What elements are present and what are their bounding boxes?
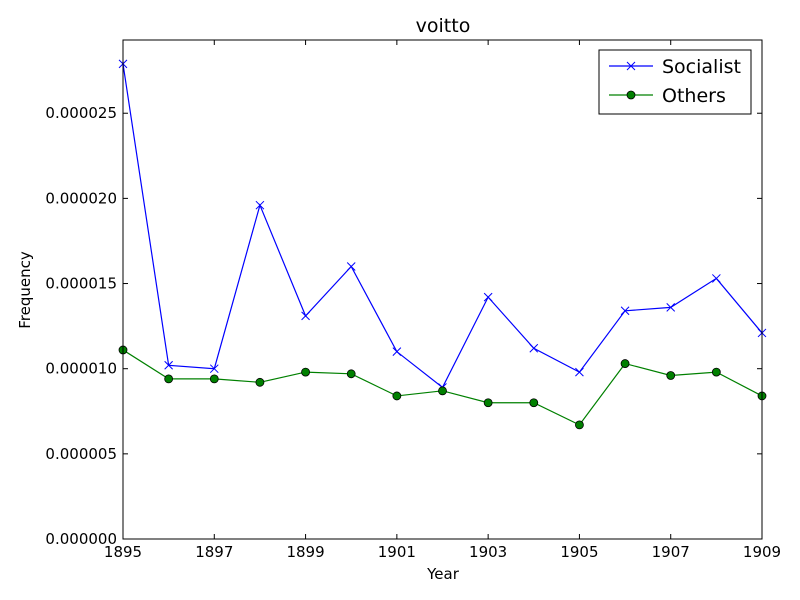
data-point-marker	[209, 374, 219, 384]
y-tick-label: 0.000020	[45, 189, 117, 207]
data-point-marker	[529, 398, 539, 408]
y-tick-label: 0.000015	[45, 275, 117, 293]
data-point-marker	[255, 377, 265, 387]
data-point-marker	[438, 386, 447, 396]
data-point-marker	[392, 347, 402, 357]
data-point-marker	[575, 420, 584, 430]
marker-stroke	[483, 292, 493, 302]
marker-stroke	[392, 347, 402, 357]
marker-stroke	[666, 303, 676, 312]
marker-stroke	[209, 364, 219, 374]
legend-marker	[626, 90, 636, 100]
data-point-marker	[620, 359, 630, 368]
data-point-marker	[255, 200, 265, 210]
y-tick-label: 0.000005	[45, 445, 117, 463]
marker-stroke	[575, 367, 584, 377]
data-point-marker	[483, 398, 493, 408]
plot-frame	[122, 39, 763, 540]
data-point-marker	[529, 343, 539, 353]
x-tick-label: 1901	[378, 543, 416, 561]
data-point-marker	[711, 367, 721, 377]
x-axis-label: Year	[426, 565, 460, 583]
data-point-marker	[666, 371, 676, 380]
data-point-marker	[392, 391, 402, 401]
plot-area: 1895 1897 1899 1901 1903 1905 1907 1909 0.000000…	[45, 39, 781, 561]
data-point-marker	[346, 262, 356, 271]
x-tick-label: 1909	[743, 543, 781, 561]
data-point-marker	[620, 306, 630, 316]
legend: Socialist Others	[598, 49, 752, 115]
data-point-marker	[301, 367, 310, 377]
data-point-marker	[483, 292, 493, 302]
data-point-marker	[301, 311, 310, 321]
data-point-marker	[666, 303, 676, 312]
y-tick-label: 0.000010	[45, 360, 117, 378]
x-tick-label: 1897	[195, 543, 233, 561]
x-tick-label: 1895	[104, 543, 142, 561]
data-point-marker	[346, 369, 356, 379]
marker-stroke	[620, 306, 630, 316]
marker-stroke	[255, 200, 265, 210]
legend-marker	[626, 61, 636, 71]
chart-title: voitto	[416, 15, 471, 37]
y-axis-label: Frequency	[16, 251, 34, 329]
marker-stroke	[712, 274, 721, 283]
x-tick-label: 1905	[560, 543, 598, 561]
x-tick-label: 1907	[652, 543, 690, 561]
y-tick-label: 0.000025	[45, 104, 117, 122]
data-point-marker	[164, 374, 174, 384]
marker-stroke	[529, 343, 539, 353]
marker-stroke	[301, 311, 310, 321]
data-point-marker	[575, 367, 584, 377]
marker-stroke	[164, 360, 173, 370]
legend-label: Socialist	[662, 56, 741, 78]
data-point-marker	[712, 274, 721, 283]
x-tick-label: 1899	[286, 543, 324, 561]
data-point-marker	[209, 364, 219, 374]
x-tick-label: 1903	[469, 543, 507, 561]
legend-label: Others	[662, 85, 726, 107]
marker-stroke	[346, 262, 356, 271]
data-point-marker	[164, 360, 173, 370]
legend-box	[598, 49, 752, 115]
y-tick-label: 0.000000	[45, 530, 117, 548]
